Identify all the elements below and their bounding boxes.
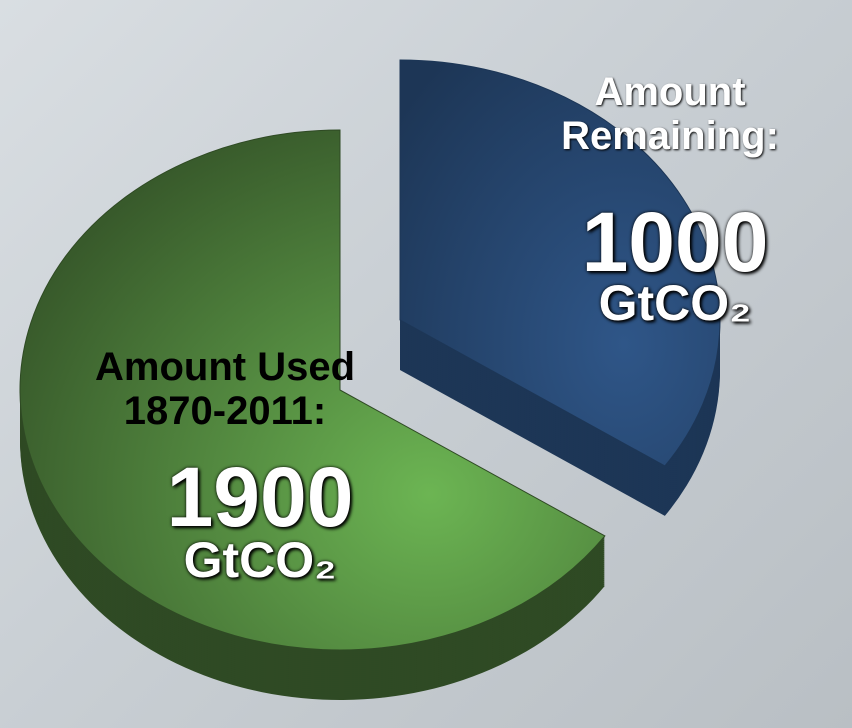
pie-slice xyxy=(19,129,606,651)
unit-label: GtCO₂ xyxy=(598,275,752,331)
unit-label: GtCO₂ xyxy=(183,532,337,588)
value-label: 1000 xyxy=(581,195,769,289)
slice-label: Amount Used 1870-2011: xyxy=(95,345,355,433)
value-label: 1900 xyxy=(166,450,354,544)
slice-label: Amount Remaining: xyxy=(561,70,779,158)
pie-slice xyxy=(399,59,721,467)
